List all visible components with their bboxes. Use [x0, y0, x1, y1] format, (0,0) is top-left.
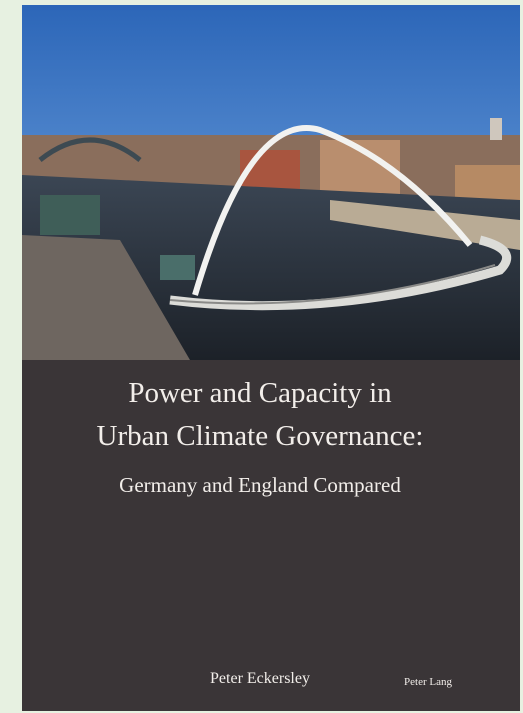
subtitle: Germany and England Compared — [119, 473, 401, 497]
cover-photo — [22, 5, 520, 360]
publisher: Peter Lang — [404, 676, 452, 688]
author: Peter Eckersley — [210, 670, 310, 687]
title-line: Urban Climate Governance: — [97, 420, 424, 452]
title-line: Power and Capacity in — [128, 377, 392, 409]
book-cover: Power and Capacity in Urban Climate Gove… — [0, 0, 523, 713]
page: Power and Capacity in Urban Climate Gove… — [0, 0, 523, 713]
